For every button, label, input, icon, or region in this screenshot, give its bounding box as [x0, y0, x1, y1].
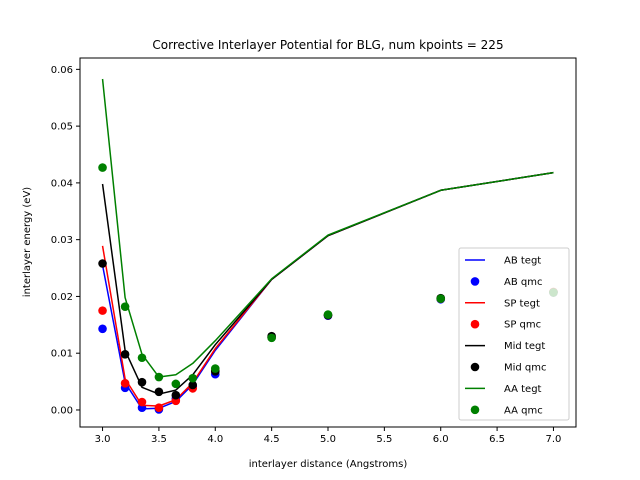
y-axis-label: interlayer energy (eV)	[22, 187, 33, 297]
sp-qmc-point	[120, 378, 130, 388]
aa-tegt-line	[101, 78, 554, 378]
x-tick-label: 7.0	[546, 434, 562, 445]
ab-qmc-point	[98, 324, 107, 334]
mid-qmc-point	[154, 387, 164, 397]
mid-qmc-point	[137, 377, 147, 387]
legend: AB tegt AB qmc SP tegt SP qmc Mid tegt Mid qm…	[458, 247, 570, 421]
sp-qmc-legend-swatch	[470, 319, 480, 329]
x-tick-label: 5.0	[320, 434, 336, 445]
mid-qmc-point	[188, 380, 198, 390]
aa-qmc-point	[171, 379, 181, 389]
aa-qmc-point	[323, 310, 333, 319]
sp-tegt-legend-label: SP tegt	[504, 298, 540, 309]
aa-qmc-point	[98, 163, 107, 172]
x-tick-label: 4.5	[264, 434, 280, 445]
aa-qmc-point	[137, 353, 147, 363]
mid-qmc-point	[98, 259, 107, 268]
sp-qmc-point	[137, 397, 147, 407]
x-tick-label: 6.5	[489, 434, 505, 445]
mid-qmc-legend-label: Mid qmc	[504, 363, 547, 374]
sp-qmc-point	[98, 306, 107, 315]
aa-qmc-point	[154, 372, 164, 382]
x-axis: 3.0 3.5 4.0 4.5 5.0 5.5 6.0 6.5 7.0	[95, 427, 562, 445]
y-tick-label: 0.02	[51, 292, 73, 303]
y-tick-label: 0.00	[51, 405, 73, 416]
x-tick-label: 3.0	[95, 434, 111, 445]
aa-qmc-point	[120, 302, 130, 311]
x-tick-label: 4.0	[207, 434, 223, 445]
ab-qmc-legend-label: AB qmc	[504, 277, 542, 288]
x-tick-label: 6.0	[433, 434, 449, 445]
y-tick-label: 0.04	[51, 178, 73, 189]
y-tick-label: 0.03	[51, 235, 73, 246]
y-tick-label: 0.05	[51, 122, 73, 133]
mid-qmc-point	[171, 390, 181, 400]
legend-frame	[458, 247, 570, 421]
y-axis: 0.00 0.01 0.02 0.03 0.04 0.05 0.06	[51, 65, 80, 416]
aa-qmc-point	[436, 294, 446, 304]
x-tick-label: 3.5	[151, 434, 167, 445]
mid-tegt-legend-label: Mid tegt	[504, 341, 545, 352]
aa-qmc-point	[267, 333, 276, 343]
ab-tegt-legend-label: AB tegt	[504, 256, 541, 267]
aa-qmc-point	[188, 373, 198, 383]
x-tick-label: 5.5	[376, 434, 392, 445]
mid-qmc-legend-swatch	[470, 362, 480, 372]
chart-title: Corrective Interlayer Potential for BLG,…	[152, 38, 503, 52]
aa-qmc-legend-label: AA qmc	[504, 405, 543, 416]
aa-qmc-legend-swatch	[470, 405, 480, 415]
ab-qmc-legend-swatch	[470, 277, 480, 286]
aa-tegt-legend-label: AA tegt	[504, 384, 542, 395]
y-tick-label: 0.01	[51, 349, 73, 360]
aa-qmc-point	[210, 364, 220, 373]
sp-qmc-point	[154, 403, 164, 412]
x-axis-label: interlayer distance (Angstroms)	[249, 459, 408, 470]
mid-qmc-point	[120, 350, 130, 359]
sp-qmc-legend-label: SP qmc	[504, 320, 541, 331]
y-tick-label: 0.06	[51, 65, 73, 76]
